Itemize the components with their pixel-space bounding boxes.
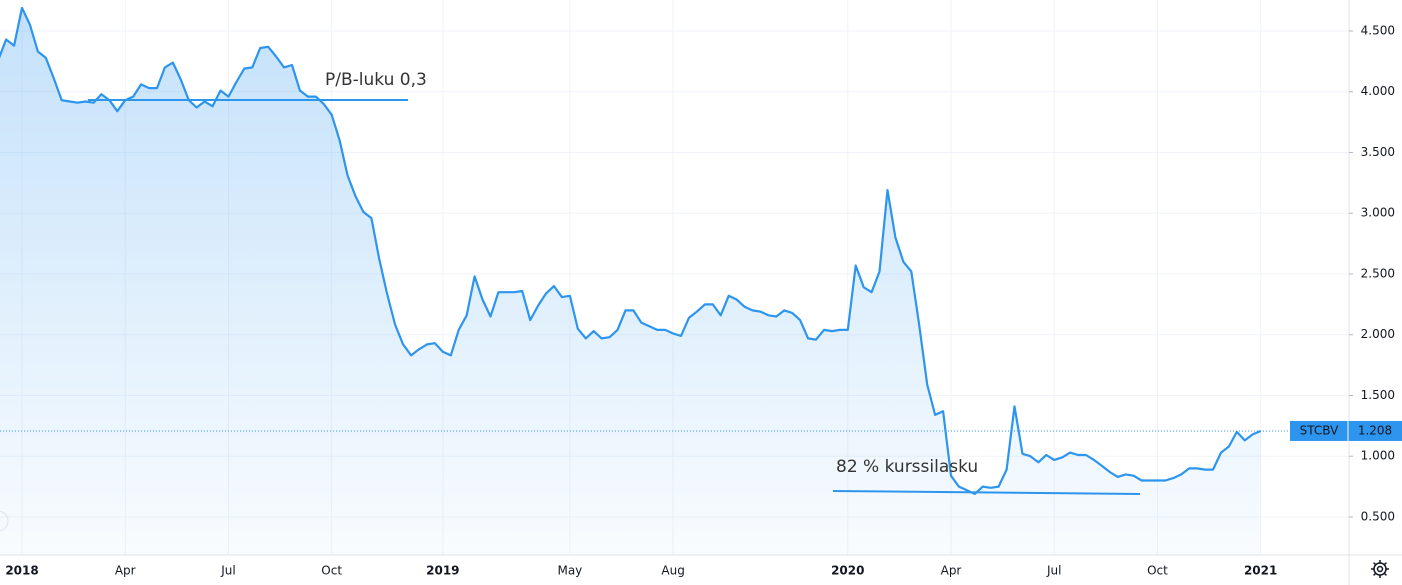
y-tick-label: 0.500 bbox=[1361, 509, 1395, 523]
y-tick-label: 3.500 bbox=[1361, 145, 1395, 159]
y-tick-label: 2.500 bbox=[1361, 266, 1395, 280]
y-tick-label: 1.000 bbox=[1361, 449, 1395, 463]
series-name: STCBV bbox=[1300, 423, 1339, 437]
last-value-label: 1.208 bbox=[1358, 423, 1392, 437]
x-tick-label: Aug bbox=[661, 564, 684, 578]
x-tick-label: 2021 bbox=[1244, 564, 1277, 578]
line bbox=[0, 6, 1262, 495]
y-tick-label: 2.000 bbox=[1361, 327, 1395, 341]
annotation: 82 % kurssilasku bbox=[836, 457, 978, 477]
plot bbox=[0, 6, 1262, 555]
y-tick-label: 4.500 bbox=[1361, 23, 1395, 37]
series-label-box bbox=[1290, 420, 1402, 441]
x-tick-label: Jul bbox=[220, 564, 235, 578]
x-tick-label: May bbox=[557, 564, 582, 578]
settings-icon[interactable] bbox=[1371, 560, 1389, 578]
x-tick-label: 2020 bbox=[831, 564, 864, 578]
x-tick-label: 2019 bbox=[426, 564, 459, 578]
annotation: P/B-luku 0,3 bbox=[325, 70, 427, 90]
area bbox=[0, 7, 1261, 555]
annotation-line bbox=[832, 490, 1141, 495]
x-tick-label: Apr bbox=[941, 564, 962, 578]
x-tick-label: 2018 bbox=[5, 564, 38, 578]
y-tick-label: 1.500 bbox=[1361, 388, 1395, 402]
y-tick-label: 4.000 bbox=[1361, 84, 1395, 98]
x-tick-label: Jul bbox=[1046, 564, 1061, 578]
y-tick-label: 3.000 bbox=[1361, 206, 1395, 220]
scroll-button[interactable] bbox=[0, 510, 9, 532]
x-tick-label: Apr bbox=[115, 564, 136, 578]
x-tick-label: Oct bbox=[321, 564, 342, 578]
x-tick-label: Oct bbox=[1147, 564, 1168, 578]
